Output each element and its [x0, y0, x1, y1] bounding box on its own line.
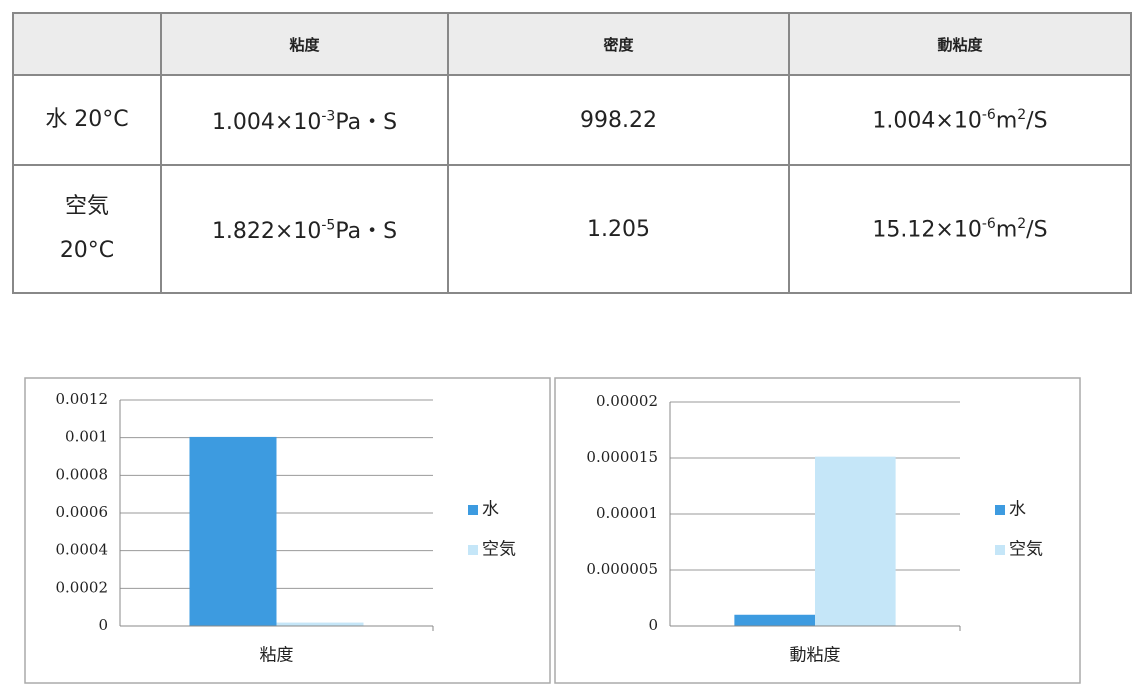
- legend-label: 水: [1009, 500, 1026, 520]
- superscript: -3: [321, 108, 336, 125]
- value-text: Pa・S: [335, 219, 398, 244]
- y-tick-label: 0: [648, 616, 658, 634]
- value-text: 1.004×10: [872, 108, 982, 134]
- value-text: /S: [1026, 217, 1048, 243]
- y-tick-label: 0.00001: [596, 504, 658, 522]
- value-text: 1.205: [587, 216, 650, 242]
- chart-frame: [24, 377, 551, 684]
- row-label: 空気 20°C: [12, 164, 162, 294]
- legend-swatch: [995, 545, 1005, 555]
- value-cell: 1.205: [447, 164, 790, 294]
- table-body: 水 20°C 1.004×10-3Pa・S 998.22 1.004×10-6m2/S…: [12, 74, 1132, 294]
- y-tick-label: 0.0008: [56, 465, 109, 483]
- value-cell: 15.12×10-6m2/S: [788, 164, 1132, 294]
- superscript: -5: [321, 217, 336, 234]
- value-cell: 1.004×10-6m2/S: [788, 74, 1132, 166]
- superscript: -6: [981, 215, 996, 232]
- value-text: 1.004×10: [211, 110, 322, 135]
- header-cell: 動粘度: [788, 12, 1132, 76]
- value-text: 998.22: [580, 107, 657, 133]
- y-tick-label: 0.0004: [56, 541, 109, 559]
- y-tick-label: 0.00002: [596, 392, 658, 410]
- y-tick-label: 0.001: [65, 428, 108, 446]
- bar: [276, 622, 364, 626]
- header-cell: [12, 12, 162, 76]
- value-text: m: [995, 217, 1018, 243]
- label-text: 水 20°C: [45, 107, 129, 132]
- y-tick-label: 0.0002: [56, 578, 109, 596]
- value-text: 1.822×10: [211, 219, 322, 244]
- value-text: m: [995, 108, 1018, 134]
- table-row: 空気 20°C 1.822×10-5Pa・S 1.205 15.12×10-6m2/S: [12, 164, 1132, 294]
- value-cell: 1.004×10-3Pa・S: [160, 74, 449, 166]
- bar: [815, 456, 896, 626]
- header-cell: 粘度: [160, 12, 449, 76]
- bar: [734, 614, 815, 626]
- label-text: 空気: [64, 194, 109, 219]
- legend-label: 空気: [482, 540, 516, 560]
- x-tick-label: 粘度: [260, 646, 294, 666]
- chart-frame: [554, 377, 1081, 684]
- value-text: 15.12×10: [872, 217, 982, 243]
- header-cell: 密度: [447, 12, 790, 76]
- y-tick-label: 0.0006: [56, 503, 109, 521]
- table-row: 水 20°C 1.004×10-3Pa・S 998.22 1.004×10-6m2/S: [12, 74, 1132, 166]
- legend-swatch: [468, 545, 478, 555]
- value-text: Pa・S: [335, 110, 398, 135]
- superscript: -6: [981, 106, 996, 123]
- header-row: 粘度 密度 動粘度: [12, 12, 1132, 76]
- value-cell: 1.822×10-5Pa・S: [160, 164, 449, 294]
- legend-label: 空気: [1009, 540, 1043, 560]
- x-tick-label: 動粘度: [790, 646, 841, 666]
- bar: [189, 436, 277, 626]
- label-text: 20°C: [59, 238, 115, 263]
- y-tick-label: 0.000005: [586, 560, 658, 578]
- legend-label: 水: [482, 500, 499, 520]
- property-table: 粘度 密度 動粘度 水 20°C 1.004×10-3Pa・S 998.22 1.004×…: [12, 12, 1132, 294]
- value-text: /S: [1026, 108, 1048, 134]
- legend-swatch: [995, 505, 1005, 515]
- value-cell: 998.22: [447, 74, 790, 166]
- row-label: 水 20°C: [12, 74, 162, 166]
- y-tick-label: 0: [98, 616, 108, 634]
- legend-swatch: [468, 505, 478, 515]
- y-tick-label: 0.000015: [586, 448, 658, 466]
- y-tick-label: 0.0012: [56, 390, 109, 408]
- superscript: 2: [1017, 215, 1027, 232]
- superscript: 2: [1017, 106, 1027, 123]
